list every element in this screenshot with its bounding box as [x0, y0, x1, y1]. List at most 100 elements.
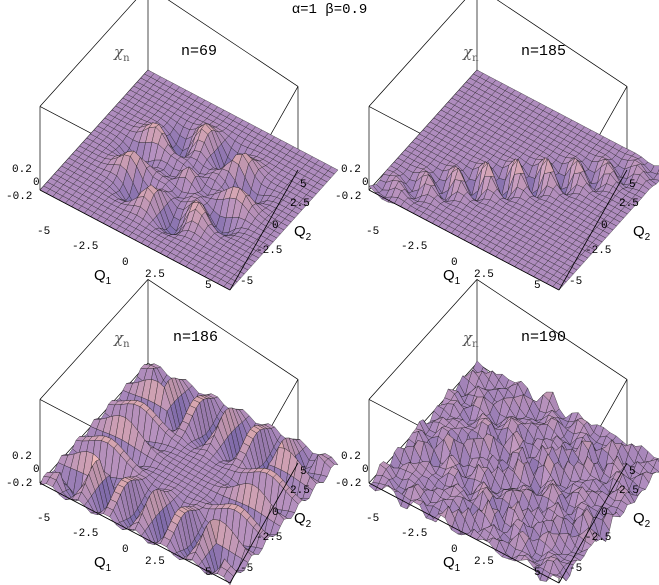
surface-plot-panel: χn n=69 0.2 0 -0.2 -5 -2.5 0 2.5 5 5 2.5…	[0, 0, 339, 292]
y-axis-label: Q2	[633, 223, 651, 243]
y-tick-label: 0	[601, 220, 608, 232]
y-tick-label: -2.5	[585, 532, 612, 544]
z-tick-label: 0	[33, 464, 40, 476]
function-label: χn	[114, 43, 130, 64]
x-tick-label: 5	[534, 280, 541, 292]
box-edge	[368, 482, 560, 584]
x-tick-label: 5	[534, 567, 541, 579]
x-tick-label: -2.5	[401, 528, 428, 540]
n-label: n=190	[521, 329, 567, 346]
y-tick-label: -5	[240, 563, 254, 575]
x-tick-label: 5	[205, 280, 212, 292]
x-tick-label: -5	[37, 513, 51, 525]
box-front	[368, 462, 628, 584]
z-tick-label: -0.2	[335, 478, 362, 490]
y-tick-label: -2.5	[585, 245, 612, 257]
box-edge	[147, 279, 299, 380]
x-tick-label: -2.5	[72, 241, 99, 253]
x-tick-label: 0	[122, 544, 129, 556]
box-edge	[368, 189, 560, 291]
surface-mesh	[368, 69, 659, 291]
surface-mesh	[368, 360, 659, 582]
box-edge	[39, 0, 137, 107]
x-axis-label: Q1	[94, 554, 112, 574]
y-tick-label: 5	[300, 466, 307, 478]
box-edge	[39, 482, 231, 584]
surface-patch	[552, 574, 564, 579]
box-front	[39, 462, 299, 584]
y-tick-label: 2.5	[619, 198, 639, 210]
surface-mesh	[39, 69, 339, 291]
surface-plot	[39, 0, 339, 291]
x-tick-label: 5	[205, 567, 212, 579]
z-tick-label: 0	[362, 177, 369, 189]
y-tick-label: -5	[569, 563, 583, 575]
box-edge	[229, 169, 299, 291]
box-edge	[496, 0, 628, 87]
box-edge	[39, 189, 231, 291]
x-tick-label: 2.5	[474, 556, 494, 568]
y-tick-label: -2.5	[256, 532, 283, 544]
x-axis-label: Q1	[94, 267, 112, 287]
x-tick-label: -5	[37, 226, 51, 238]
box-edge	[167, 0, 299, 87]
y-tick-label: 0	[272, 220, 279, 232]
y-tick-label: 2.5	[290, 485, 310, 497]
z-tick-label: 0.2	[341, 451, 361, 463]
box-edge	[229, 462, 299, 584]
x-axis-label: Q1	[443, 267, 461, 287]
x-tick-label: 0	[122, 257, 129, 269]
surface-plot-panel: χn n=190 0.2 0 -0.2 -5 -2.5 0 2.5 5 5 2.…	[329, 279, 659, 585]
box-edge	[558, 462, 628, 584]
box-front	[39, 169, 299, 291]
y-tick-label: -5	[569, 276, 583, 288]
x-tick-label: 0	[451, 544, 458, 556]
n-label: n=185	[521, 43, 567, 60]
function-label: χn	[463, 329, 479, 350]
n-label: n=69	[181, 43, 218, 60]
y-tick-label: 0	[272, 507, 279, 519]
y-axis-label: Q2	[294, 510, 312, 530]
y-tick-label: 2.5	[290, 198, 310, 210]
z-tick-label: 0	[33, 177, 40, 189]
z-tick-label: -0.2	[6, 191, 33, 203]
surface-plot	[368, 0, 659, 291]
box-edge	[476, 279, 628, 380]
z-tick-label: -0.2	[335, 191, 362, 203]
box-edge	[368, 279, 478, 400]
y-axis-label: Q2	[294, 223, 312, 243]
y-tick-label: 5	[629, 466, 636, 478]
z-tick-label: 0.2	[12, 164, 32, 176]
box-edge	[39, 279, 149, 400]
z-tick-label: 0.2	[12, 451, 32, 463]
x-axis-label: Q1	[443, 554, 461, 574]
surface-mesh	[39, 363, 339, 585]
x-tick-label: 2.5	[145, 556, 165, 568]
x-tick-label: -5	[366, 226, 380, 238]
n-label: n=186	[173, 329, 219, 346]
y-axis-label: Q2	[633, 510, 651, 530]
box-edge	[558, 169, 628, 291]
z-tick-label: -0.2	[6, 478, 33, 490]
box-front	[368, 169, 628, 291]
y-tick-label: 0	[601, 507, 608, 519]
x-tick-label: -2.5	[72, 528, 99, 540]
function-label: χn	[114, 329, 130, 350]
x-tick-label: 0	[451, 257, 458, 269]
y-tick-label: 5	[629, 179, 636, 191]
function-label: χn	[463, 43, 479, 64]
surface-plot-panel: χn n=186 0.2 0 -0.2 -5 -2.5 0 2.5 5 5 2.…	[0, 279, 339, 585]
x-tick-label: -2.5	[401, 241, 428, 253]
figure-title: α=1 β=0.9	[291, 2, 368, 18]
y-tick-label: 5	[300, 179, 307, 191]
y-tick-label: -2.5	[256, 245, 283, 257]
x-tick-label: -5	[366, 513, 380, 525]
x-tick-label: 2.5	[474, 269, 494, 281]
y-tick-label: 2.5	[619, 485, 639, 497]
z-tick-label: 0	[362, 464, 369, 476]
x-tick-label: 2.5	[145, 269, 165, 281]
surface-plot	[368, 279, 659, 584]
z-tick-label: 0.2	[341, 164, 361, 176]
surface-plot	[39, 279, 339, 585]
box-edge	[368, 0, 466, 107]
